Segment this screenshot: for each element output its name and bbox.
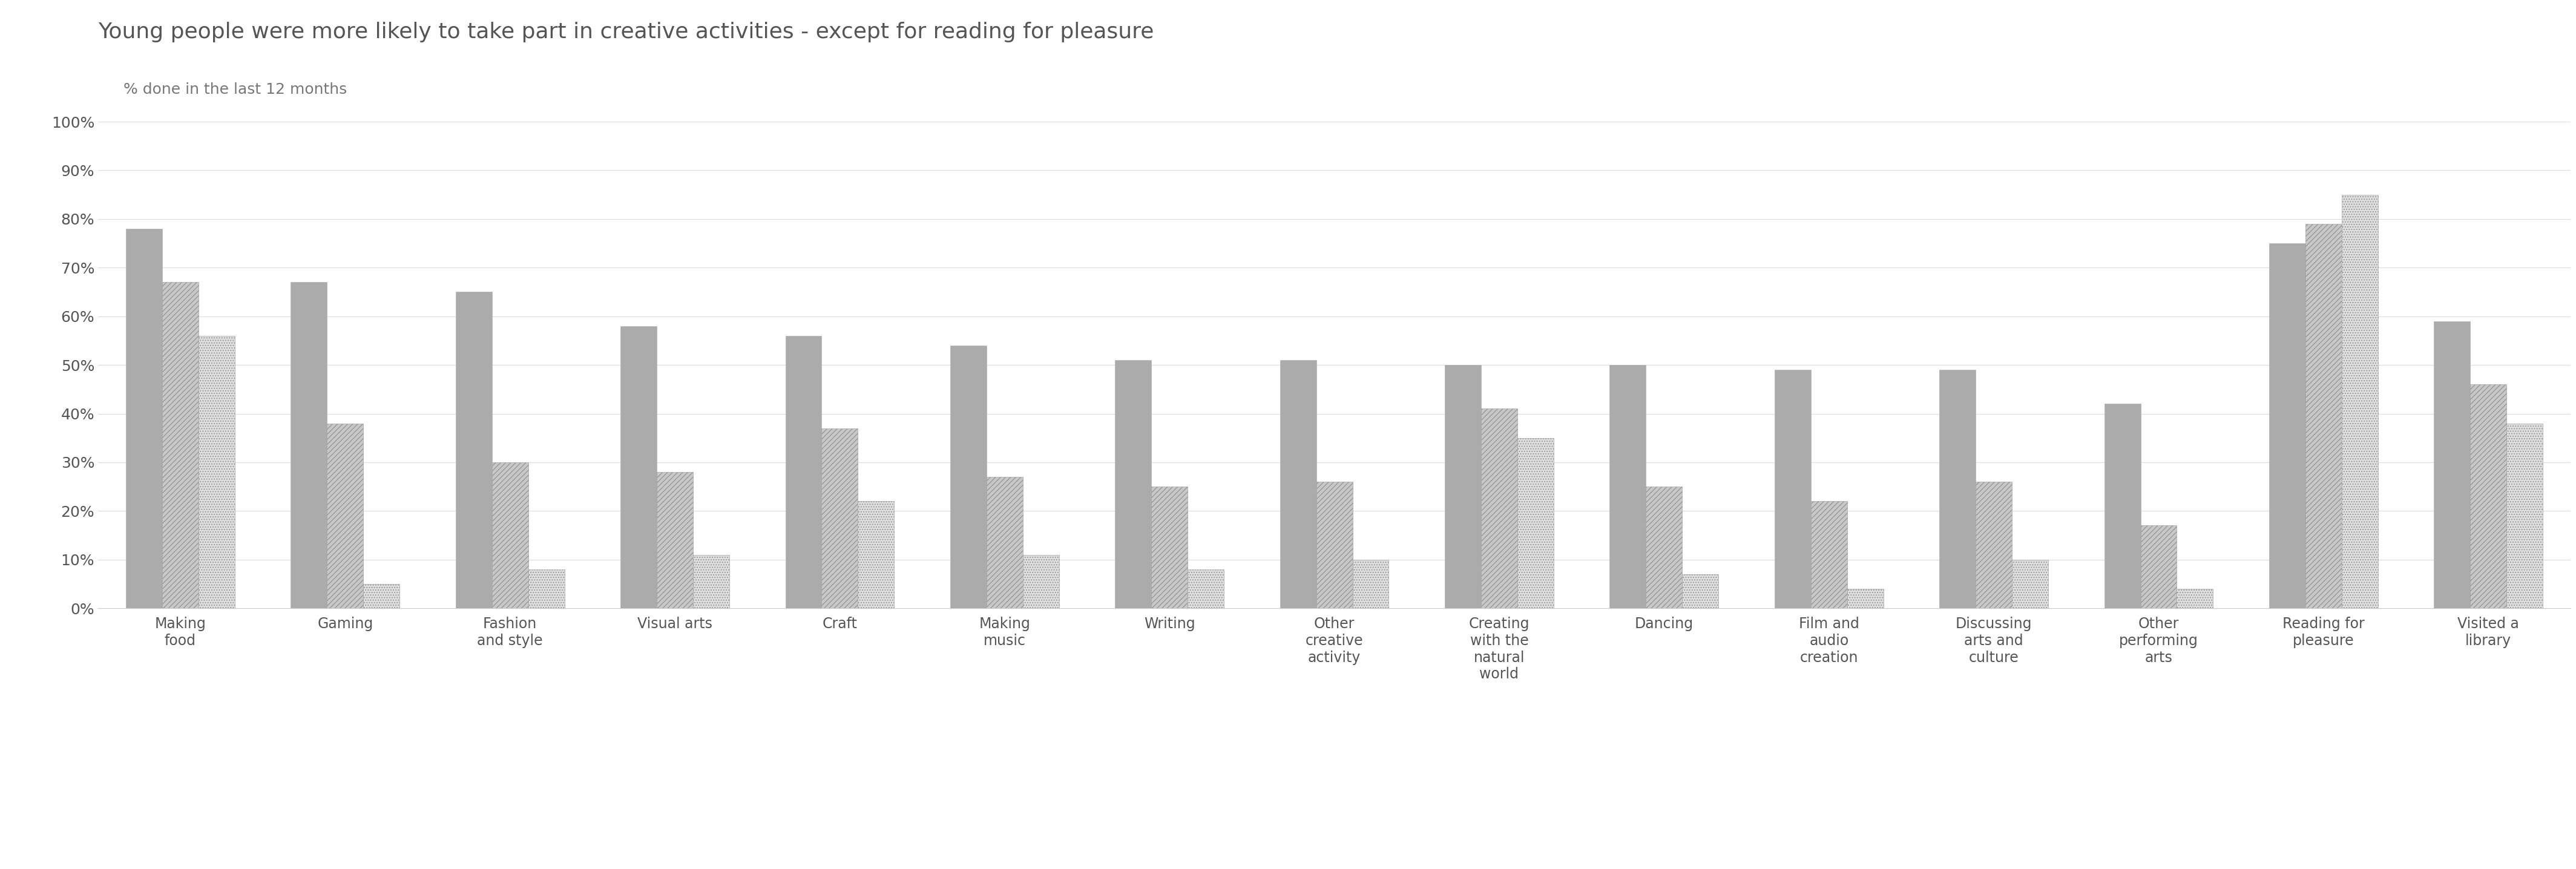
Bar: [198, 335, 234, 608]
Bar: [528, 569, 564, 608]
Bar: [1352, 560, 1388, 608]
Bar: [1775, 370, 1811, 608]
Bar: [1280, 360, 1316, 608]
Bar: [2177, 589, 2213, 608]
Bar: [657, 472, 693, 608]
Bar: [951, 346, 987, 608]
Bar: [291, 282, 327, 608]
Bar: [1481, 408, 1517, 608]
Bar: [2470, 384, 2506, 608]
Bar: [858, 501, 894, 608]
Bar: [1023, 554, 1059, 608]
Bar: [1646, 487, 1682, 608]
Bar: [1610, 365, 1646, 608]
Bar: [492, 462, 528, 608]
Bar: [1151, 487, 1188, 608]
Bar: [2141, 526, 2177, 608]
Bar: [987, 477, 1023, 608]
Bar: [1115, 360, 1151, 608]
Bar: [621, 326, 657, 608]
Bar: [2434, 322, 2470, 608]
Bar: [2012, 560, 2048, 608]
Bar: [786, 335, 822, 608]
Bar: [1811, 501, 1847, 608]
Bar: [162, 282, 198, 608]
Bar: [693, 554, 729, 608]
Bar: [1445, 365, 1481, 608]
Bar: [456, 292, 492, 608]
Bar: [363, 584, 399, 608]
Bar: [1517, 438, 1553, 608]
Bar: [126, 229, 162, 608]
Bar: [2506, 423, 2543, 608]
Bar: [1682, 574, 1718, 608]
Bar: [2306, 224, 2342, 608]
Bar: [1976, 481, 2012, 608]
Bar: [1316, 481, 1352, 608]
Bar: [1847, 589, 1883, 608]
Bar: [2342, 195, 2378, 608]
Bar: [1940, 370, 1976, 608]
Text: Young people were more likely to take part in creative activities - except for r: Young people were more likely to take pa…: [98, 22, 1154, 43]
Bar: [822, 428, 858, 608]
Bar: [2105, 404, 2141, 608]
Text: % done in the last 12 months: % done in the last 12 months: [124, 83, 348, 97]
Bar: [2269, 243, 2306, 608]
Bar: [1188, 569, 1224, 608]
Bar: [327, 423, 363, 608]
